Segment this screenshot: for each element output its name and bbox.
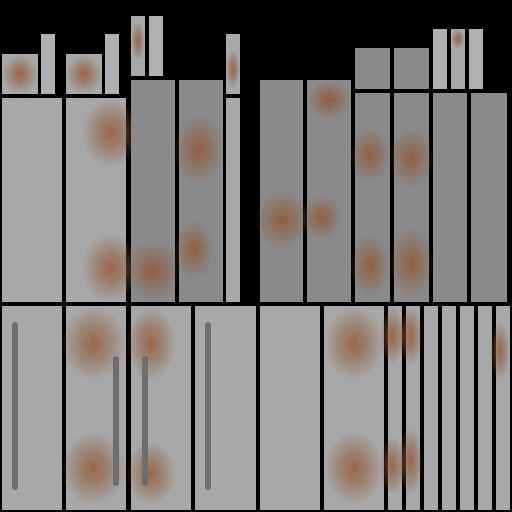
handle-bar (12, 322, 18, 490)
handle-bar (205, 322, 211, 490)
bottom-strip-4 (442, 306, 456, 510)
mid-panel-7 (302, 80, 352, 302)
mid-panel-5 (226, 98, 240, 302)
mid-panel-6 (255, 80, 310, 302)
top-tile-4 (105, 34, 119, 94)
rust-stain (324, 306, 384, 381)
top-tile-6 (149, 16, 163, 76)
bottom-strip-6 (478, 306, 492, 510)
rust-stain (126, 240, 181, 302)
bottom-panel-6 (324, 306, 384, 510)
bottom-strip-3 (424, 306, 438, 510)
mid-panel-2 (66, 98, 141, 303)
top-tile-12 (469, 29, 483, 89)
mid-panel-9 (389, 93, 434, 302)
bottom-panel-3 (126, 306, 191, 510)
mid-panel-8 (350, 93, 390, 302)
rust-stain (226, 49, 240, 89)
bottom-panel-1 (2, 306, 62, 510)
rust-stain (324, 431, 384, 506)
rust-stain (255, 190, 310, 250)
bottom-panel-4 (195, 306, 256, 510)
mid-panel-10 (433, 93, 467, 302)
top-tile-9 (394, 48, 429, 89)
mid-panel-1 (2, 98, 62, 302)
bottom-panel-5 (260, 306, 320, 510)
mid-panel-3 (126, 80, 181, 302)
handle-bar (142, 356, 148, 486)
rust-stain (66, 54, 102, 94)
top-tile-3 (66, 54, 102, 94)
rust-stain (350, 128, 390, 183)
top-tile-10 (433, 29, 447, 89)
handle-bar (113, 356, 119, 486)
rust-stain (302, 195, 342, 240)
rust-stain (307, 80, 352, 120)
rust-stain (126, 306, 176, 381)
top-tile-2 (41, 34, 55, 94)
rust-stain (174, 220, 214, 280)
rust-stain (490, 321, 510, 381)
rust-stain (398, 306, 423, 366)
rust-stain (350, 233, 390, 298)
rust-stain (2, 54, 38, 94)
mid-panel-4 (174, 80, 224, 302)
top-tile-8 (355, 48, 390, 89)
bottom-strip-2 (398, 306, 423, 510)
top-tile-1 (2, 54, 38, 94)
bottom-strip-5 (460, 306, 474, 510)
rust-stain (389, 128, 434, 188)
top-tile-5 (131, 16, 145, 76)
rust-stain (389, 228, 434, 298)
mid-panel-11 (471, 93, 507, 302)
bottom-strip-7 (490, 306, 510, 510)
rust-stain (174, 115, 224, 185)
rust-stain (451, 29, 465, 49)
bottom-panel-2 (61, 306, 126, 510)
rust-stain (126, 441, 176, 506)
rust-stain (131, 21, 145, 61)
rust-stain (398, 426, 423, 496)
top-tile-7 (226, 34, 240, 94)
top-tile-11 (451, 29, 465, 89)
